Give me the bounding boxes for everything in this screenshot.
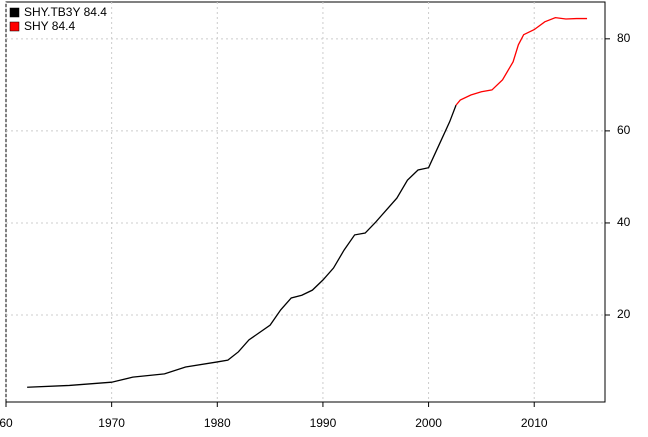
line-series xyxy=(455,16,588,106)
x-tick-label: 1970 xyxy=(98,416,125,430)
legend-swatch xyxy=(9,7,20,18)
legend-label: SHY 84.4 xyxy=(24,19,75,33)
y-tick-label: 60 xyxy=(617,123,631,137)
y-tick-label: 20 xyxy=(617,307,631,321)
y-tick-label: 40 xyxy=(617,215,631,229)
x-tick-label: 60 xyxy=(0,416,13,430)
x-tick-label: 2010 xyxy=(521,416,548,430)
plot-frame xyxy=(5,1,606,403)
legend-swatch xyxy=(9,21,20,32)
legend-label: SHY.TB3Y 84.4 xyxy=(24,5,107,19)
y-tick-label: 80 xyxy=(617,31,631,45)
x-tick-label: 1980 xyxy=(204,416,231,430)
x-tick-label: 1990 xyxy=(310,416,337,430)
line-series xyxy=(27,104,457,388)
x-tick-label: 2000 xyxy=(415,416,442,430)
